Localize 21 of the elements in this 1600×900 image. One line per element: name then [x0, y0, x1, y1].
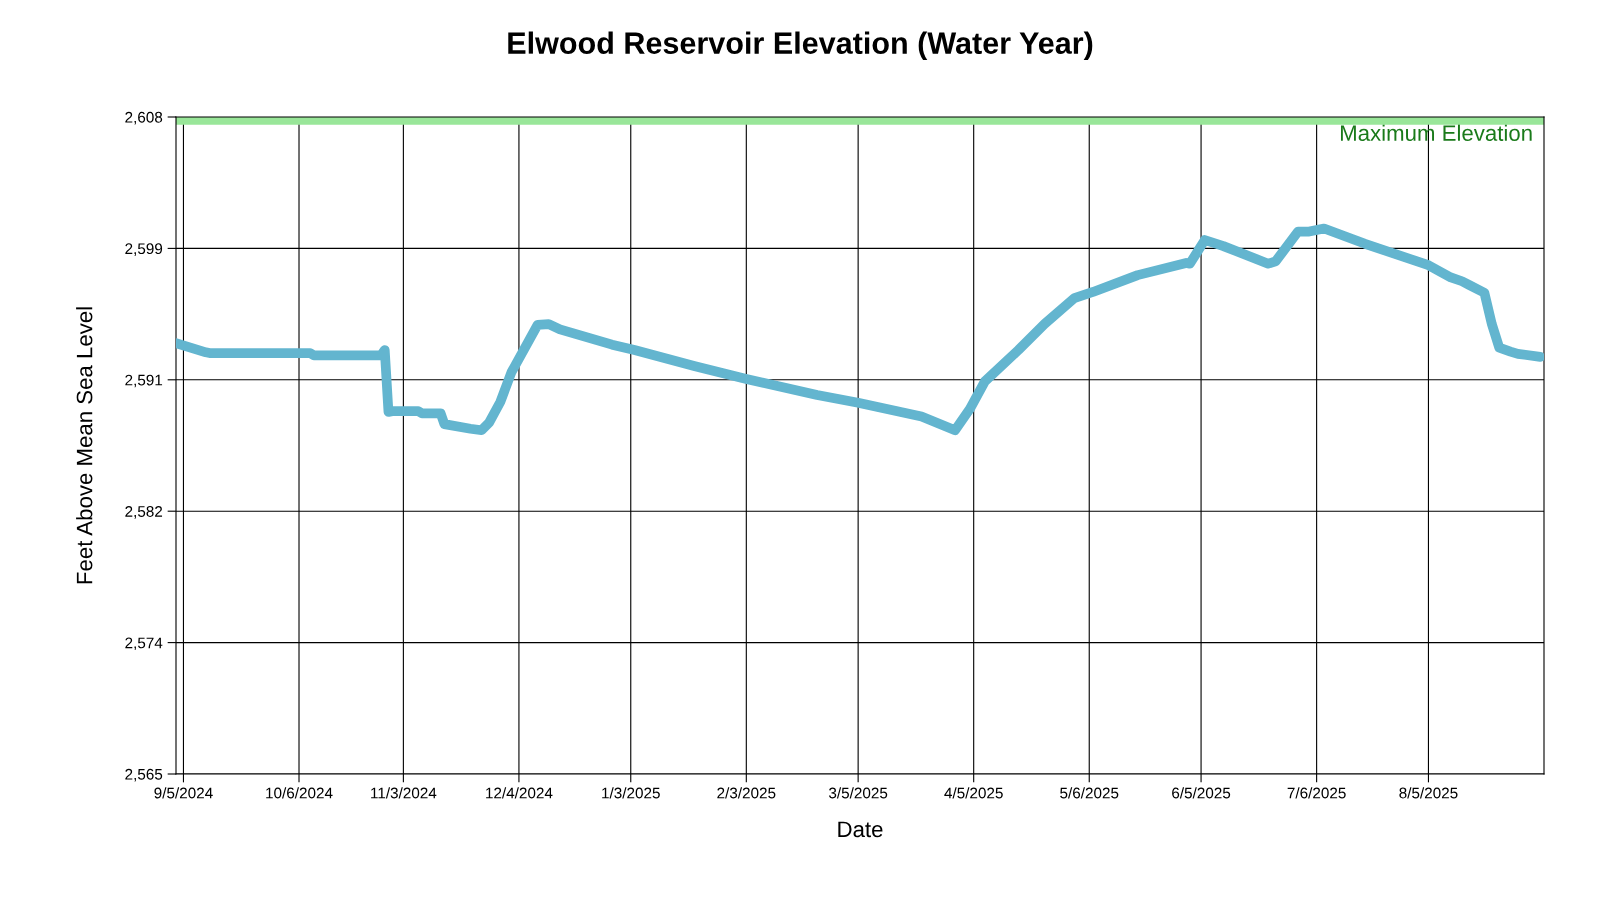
y-tick-label: 2,608 — [125, 111, 163, 125]
x-tick-label: 10/6/2024 — [266, 787, 333, 799]
y-tick-label: 2,599 — [125, 243, 163, 256]
x-tick-label: 4/5/2025 — [944, 787, 1003, 799]
x-tick-label: 2/3/2025 — [717, 787, 776, 799]
x-tick-label: 9/5/2024 — [154, 787, 213, 799]
x-tick-label: 5/6/2025 — [1060, 787, 1119, 799]
y-tick-label: 2,591 — [125, 374, 163, 388]
y-tick-label: 2,565 — [125, 768, 163, 782]
x-tick-label: 12/4/2024 — [486, 787, 553, 799]
y-axis-title: Feet Above Mean Sea Level — [76, 307, 93, 584]
y-tick-label: 2,582 — [125, 506, 163, 519]
x-tick-label: 7/6/2025 — [1287, 787, 1346, 799]
x-tick-label: 1/3/2025 — [602, 787, 660, 799]
x-tick-label: 8/5/2025 — [1399, 787, 1458, 799]
x-axis-title: Date — [838, 821, 883, 838]
x-tick-label: 6/5/2025 — [1172, 787, 1231, 799]
x-tick-label: 3/5/2025 — [828, 787, 888, 799]
x-tick-label: 11/3/2024 — [371, 787, 437, 799]
chart-title: Elwood Reservoir Elevation (Water Year) — [508, 31, 1093, 60]
y-tick-label: 2,574 — [125, 637, 163, 651]
